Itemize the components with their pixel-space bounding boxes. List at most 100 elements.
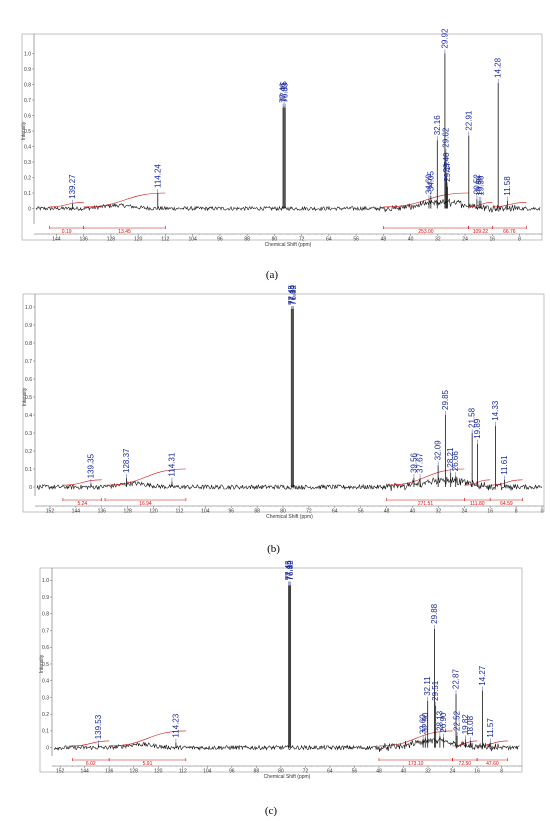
peak-label: 26.66 xyxy=(451,451,460,472)
peak-label: 114.31 xyxy=(167,452,176,476)
spectrum-baseline xyxy=(35,198,541,213)
integral-value: 72.50 xyxy=(459,761,472,767)
panel-label: (a) xyxy=(266,269,279,281)
x-tick-label: 32 xyxy=(435,237,441,243)
x-tick-label: 16 xyxy=(490,237,496,243)
x-tick-label: 48 xyxy=(384,509,390,515)
y-tick-label: 1.0 xyxy=(25,305,32,311)
y-tick-label: 1.0 xyxy=(42,578,49,584)
peak-label: 29.88 xyxy=(430,603,439,624)
x-axis-label: Chemical Shift (ppm) xyxy=(264,774,311,780)
spectrum-baseline xyxy=(36,476,543,491)
x-axis-label: Chemical Shift (ppm) xyxy=(265,242,312,248)
spectrum-panel-1: 0 0.1 0.2 0.3 0.4 0.5 0.6 0.7 0.8 0.9 1.0 Intensity… xyxy=(21,28,543,281)
y-tick-label: 0.2 xyxy=(42,712,49,718)
y-tick-label: 0.6 xyxy=(42,645,49,651)
peak-label: 14.28 xyxy=(494,57,503,78)
x-tick-label: 104 xyxy=(188,237,197,243)
y-tick-label: 0.6 xyxy=(24,113,31,119)
y-tick-label: 0.8 xyxy=(24,82,31,88)
x-tick-label: 40 xyxy=(408,237,414,243)
integral-value: 173.10 xyxy=(408,761,424,767)
peak-label: 19.86 xyxy=(475,175,484,196)
peak-label: 139.27 xyxy=(68,174,77,199)
integral-curve xyxy=(109,730,186,747)
x-tick-label: 32 xyxy=(436,509,442,515)
x-tick-label: 64 xyxy=(332,509,338,515)
x-tick-label: 136 xyxy=(98,509,107,515)
peak-label: 29.62 xyxy=(441,127,450,148)
x-tick-label: 56 xyxy=(352,769,358,775)
integral-curve xyxy=(477,740,508,747)
x-tick-label: 144 xyxy=(80,769,89,775)
integral-curve xyxy=(49,202,84,208)
peak-label: 28.21 xyxy=(446,447,455,468)
peak-label: 77.15 xyxy=(280,81,289,102)
x-tick-label: 96 xyxy=(229,769,235,775)
integral-curve xyxy=(62,479,102,486)
peak-label: 32.90 xyxy=(421,712,430,733)
x-tick-label: 16 xyxy=(474,769,480,775)
y-tick-label: 0.5 xyxy=(42,662,49,668)
peak-label: 14.27 xyxy=(478,665,487,686)
y-tick-label: 0.3 xyxy=(24,160,31,166)
peak-label: 19.89 xyxy=(473,418,482,439)
x-tick-label: 24 xyxy=(450,769,456,775)
integral-curve xyxy=(492,202,527,208)
peak-label: 32.09 xyxy=(434,440,443,461)
y-tick-label: 0.3 xyxy=(42,695,49,701)
peak-label: 29.85 xyxy=(441,389,450,410)
peak-label: 28.13 xyxy=(435,710,444,731)
x-tick-label: 0 xyxy=(541,509,544,515)
integral-curve xyxy=(383,192,469,208)
integral-curve xyxy=(104,468,186,486)
y-tick-label: 0.3 xyxy=(25,431,32,437)
y-tick-label: 0.9 xyxy=(25,323,32,329)
integral-value: 109.22 xyxy=(473,229,489,235)
peak-label: 20.52 xyxy=(472,174,481,195)
integral-value: 253.00 xyxy=(418,229,434,235)
integral-value: 5.24 xyxy=(77,501,87,507)
peak-label: 76.82 xyxy=(286,560,295,581)
x-tick-label: 128 xyxy=(107,237,116,243)
peak-label: 19.82 xyxy=(461,714,470,735)
x-tick-label: 112 xyxy=(175,509,183,515)
peak-label: 34.60 xyxy=(424,174,433,195)
integral-value: 111.80 xyxy=(470,501,485,507)
y-tick-label: 0.4 xyxy=(24,144,31,150)
peak-label: 77.45 xyxy=(284,560,293,581)
x-tick-label: 72 xyxy=(299,237,305,243)
x-tick-label: 72 xyxy=(306,509,312,515)
peak-label: 77.46 xyxy=(279,82,288,103)
x-tick-label: 8 xyxy=(515,509,518,515)
x-tick-label: 64 xyxy=(326,237,332,243)
panel-label: (c) xyxy=(265,805,278,817)
y-tick-label: 0.9 xyxy=(24,67,31,73)
x-tick-label: 120 xyxy=(154,769,163,775)
y-tick-label: 0.1 xyxy=(24,191,31,197)
spectrum-panel-2: 0 0.1 0.2 0.3 0.4 0.5 0.6 0.7 0.8 0.9 1.0 Intensity… xyxy=(22,284,545,555)
x-tick-label: 24 xyxy=(462,237,468,243)
y-tick-label: 0.7 xyxy=(25,359,32,365)
y-tick-label: 0.8 xyxy=(25,341,32,347)
peak-label: 128.37 xyxy=(122,448,131,473)
integral-value: 6.02 xyxy=(86,761,96,767)
integral-value: 64.59 xyxy=(500,501,513,507)
y-tick-label: 0 xyxy=(29,485,32,491)
x-tick-label: 104 xyxy=(201,509,210,515)
y-tick-label: 1.0 xyxy=(24,51,31,57)
peak-label: 22.91 xyxy=(464,110,473,131)
peak-label: 39.56 xyxy=(409,452,418,473)
y-tick-label: 0.9 xyxy=(42,595,49,601)
x-tick-label: 48 xyxy=(376,769,382,775)
x-tick-label: 136 xyxy=(105,769,114,775)
integral-value: 47.60 xyxy=(486,761,499,767)
x-tick-label: 96 xyxy=(228,509,234,515)
x-tick-label: 32 xyxy=(425,769,431,775)
peak-label: 76.82 xyxy=(289,284,298,305)
x-tick-label: 104 xyxy=(203,769,212,775)
integral-value: 271.51 xyxy=(418,501,434,507)
peak-label: 29.92 xyxy=(440,28,449,49)
plot-frame xyxy=(21,33,543,241)
